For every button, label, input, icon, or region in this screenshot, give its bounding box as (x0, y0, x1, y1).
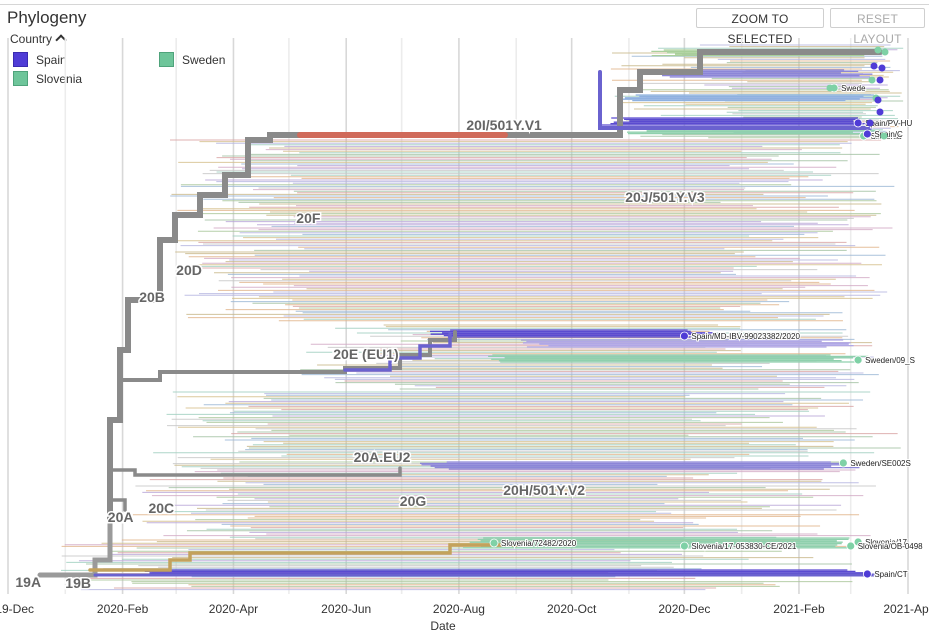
legend-label-spain: Spain (36, 52, 67, 67)
panel-top-border (0, 4, 929, 5)
x-tick-label: 2021-Apr (883, 602, 929, 616)
x-axis-label: Date (430, 619, 456, 633)
tip-marker[interactable] (679, 541, 689, 551)
backbone-branch (108, 466, 402, 477)
tip-marker[interactable] (846, 541, 856, 551)
tip-label: Sweden/SE002S (850, 459, 911, 468)
x-tick-label: 2020-Jun (321, 602, 371, 616)
tip-marker-small (881, 48, 889, 56)
clade-label: 19A (15, 574, 41, 590)
x-tick-label: 2019-Dec (0, 602, 34, 616)
clade-label: 20J/501Y.V3 (625, 189, 705, 205)
tip-marker[interactable] (838, 458, 848, 468)
tip-label: Swede (841, 84, 866, 93)
highlighted-branches (144, 49, 884, 577)
legend-swatch-sweden (159, 52, 174, 67)
tip-marker[interactable] (679, 331, 689, 341)
clade-label: 20I/501Y.V1 (466, 117, 542, 133)
legend-item-spain[interactable]: Spain (13, 52, 67, 67)
clade-label: 19B (65, 575, 91, 591)
backbone-branch (598, 70, 872, 130)
x-tick-label: 2020-Aug (433, 602, 485, 616)
clade-label: 20F (296, 210, 321, 226)
x-tick-label: 2020-Oct (547, 602, 597, 616)
backbone-branch (118, 330, 457, 382)
backbone-branch (37, 517, 113, 578)
legend-label-slovenia: Slovenia (36, 71, 83, 86)
tip-marker-small (874, 46, 882, 54)
legend-swatch-spain (13, 52, 28, 67)
tip-label: Slovenia/72482/2020 (501, 539, 577, 548)
tip-marker-small (880, 132, 888, 140)
x-tick-label: 2020-Apr (209, 602, 258, 616)
backbone-branch (108, 498, 127, 512)
tip-label: Slovenia/17 (865, 538, 907, 547)
x-tick-label: 2020-Dec (658, 602, 710, 616)
backbone-branch (107, 49, 883, 523)
tip-marker[interactable] (862, 569, 872, 579)
clade-label: 20D (176, 262, 202, 278)
tip-marker[interactable] (853, 355, 863, 365)
clade-label: 20A (108, 509, 134, 525)
reset-layout-button[interactable]: RESET LAYOUT (830, 8, 925, 46)
tip-marker[interactable] (853, 537, 863, 547)
tree-backbone (37, 49, 883, 578)
legend-title: Country (10, 32, 53, 46)
backbone-branch (88, 543, 522, 572)
clade-label: 20C (148, 500, 174, 516)
tip-marker-small (876, 108, 884, 116)
legend-label-sweden: Sweden (182, 52, 226, 67)
x-axis: 2019-Dec 2020-Feb 2020-Apr 2020-Jun 2020-Aug… (0, 602, 929, 633)
clade-label: 20E (EU1) (333, 346, 398, 362)
tip-label: Spain/PV-HU (865, 119, 912, 128)
tip-marker-small (826, 84, 834, 92)
legend-item-slovenia[interactable]: Slovenia (13, 71, 82, 86)
tip-marker-small (866, 119, 874, 127)
x-tick-label: 2021-Feb (773, 602, 825, 616)
tip-marker[interactable] (862, 129, 872, 139)
tip-marker[interactable] (489, 538, 499, 548)
tip-label: Sweden/09_S (865, 356, 915, 365)
tip-label: Spain/CT (874, 570, 907, 579)
zoom-to-selected-button[interactable]: ZOOM TO SELECTED (696, 8, 824, 46)
x-tick-label: 2020-Feb (97, 602, 149, 616)
clade-labels: 19A 19B 20A 20B 20C 20D 20F 20E (EU1) 20A.EU2 20G… (14, 116, 706, 593)
tip-marker-small (874, 96, 882, 104)
tip-marker-small (870, 62, 878, 70)
tip-label: Spain/MD-IBV-99023382/2020 (691, 332, 800, 341)
tip-label: Slovenia/17-053830-CE/2021 (691, 542, 797, 551)
tip-cluster (826, 46, 889, 140)
panel-title: Phylogeny (7, 8, 87, 27)
backbone-branch (343, 332, 452, 372)
clade-label: 20A.EU2 (354, 449, 411, 465)
legend-swatch-slovenia (13, 71, 28, 86)
clade-label: 20H/501Y.V2 (503, 482, 585, 498)
tip-marker-small (876, 76, 884, 84)
legend-toggle[interactable]: Country (10, 32, 67, 46)
clade-label: 20G (400, 493, 427, 509)
tip-marker-small (878, 64, 886, 72)
tip-label: Spain/C (874, 130, 903, 139)
tree-branches (60, 44, 904, 591)
tip-marker[interactable] (853, 118, 863, 128)
clade-label: 20B (139, 289, 165, 305)
legend-item-sweden[interactable]: Sweden (159, 52, 225, 67)
tip-label: Slovenia/OB-0498 (858, 542, 923, 551)
tip-marker-small (868, 76, 876, 84)
